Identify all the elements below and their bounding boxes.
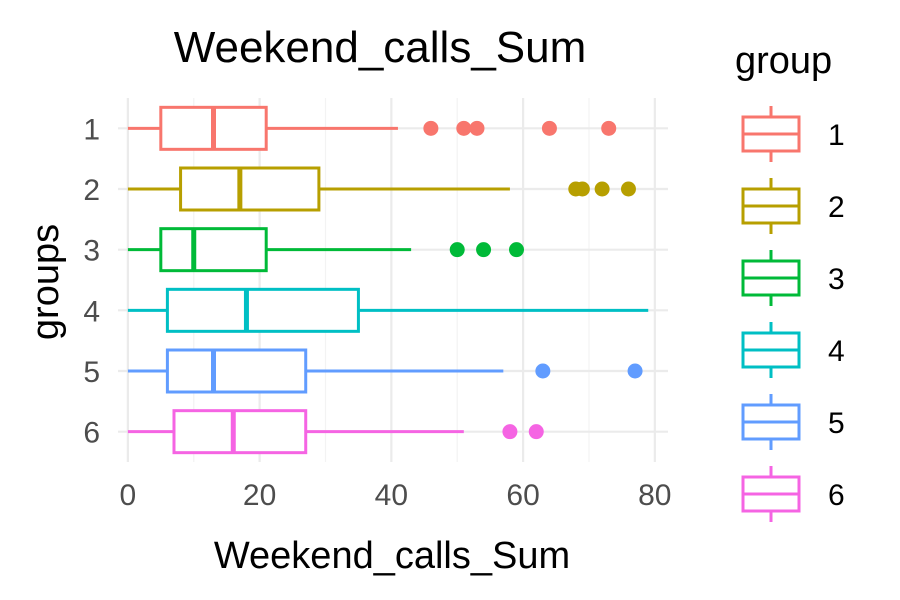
x-tick-label: 20	[243, 479, 276, 512]
legend-item-5: 5	[741, 394, 845, 450]
iqr-box	[165, 348, 308, 394]
y-axis-ticks: 1 2 3 4 5 6	[83, 113, 100, 449]
outlier-point	[541, 120, 557, 136]
x-tick-label: 80	[638, 479, 671, 512]
y-tick-label: 2	[83, 174, 100, 207]
box-group-3	[127, 227, 525, 273]
box-group-4	[127, 287, 649, 333]
legend-item-6: 6	[741, 466, 845, 522]
box-group-6	[127, 409, 544, 455]
outlier-point	[627, 363, 643, 379]
outlier-point	[620, 181, 636, 197]
y-tick-label: 5	[83, 356, 100, 389]
outlier-point	[594, 181, 610, 197]
y-tick-label: 4	[83, 295, 100, 328]
box-series	[127, 105, 649, 455]
outlier-point	[509, 242, 525, 258]
x-axis-title: Weekend_calls_Sum	[214, 535, 570, 577]
box-group-1	[127, 105, 617, 151]
outlier-point	[528, 424, 544, 440]
x-tick-label: 0	[120, 479, 137, 512]
x-tick-label: 60	[506, 479, 539, 512]
outlier-point	[469, 120, 485, 136]
iqr-box	[172, 409, 308, 455]
box-group-2	[127, 166, 636, 212]
outlier-point	[449, 242, 465, 258]
legend-item-1: 1	[741, 106, 845, 162]
legend-label: 1	[828, 119, 845, 152]
legend-item-2: 2	[741, 178, 845, 234]
x-tick-label: 40	[375, 479, 408, 512]
y-tick-label: 3	[83, 235, 100, 268]
y-tick-label: 6	[83, 417, 100, 450]
legend-label: 6	[828, 479, 845, 512]
y-axis-title: groups	[25, 224, 67, 340]
outlier-point	[601, 120, 617, 136]
legend-item-3: 3	[741, 250, 845, 306]
grid-lines	[118, 98, 668, 462]
iqr-box	[159, 227, 268, 273]
iqr-box	[165, 287, 360, 333]
legend-label: 2	[828, 191, 845, 224]
outlier-point	[502, 424, 518, 440]
legend-items: 1 2 3 4 5 6	[741, 106, 845, 522]
iqr-box	[179, 166, 321, 212]
outlier-point	[574, 181, 590, 197]
y-tick-label: 1	[83, 113, 100, 146]
outlier-point	[535, 363, 551, 379]
legend-label: 4	[828, 335, 845, 368]
x-axis-ticks: 0 20 40 60 80	[120, 479, 672, 512]
outlier-point	[423, 120, 439, 136]
legend: group 1 2 3 4 5 6	[735, 40, 845, 522]
plot-area	[118, 98, 668, 462]
chart-title: Weekend_calls_Sum	[174, 23, 587, 72]
legend-item-4: 4	[741, 322, 845, 378]
legend-title: group	[735, 40, 832, 82]
outlier-point	[476, 242, 492, 258]
legend-label: 3	[828, 263, 845, 296]
legend-label: 5	[828, 407, 845, 440]
box-group-5	[127, 348, 643, 394]
outlier-point	[456, 120, 472, 136]
